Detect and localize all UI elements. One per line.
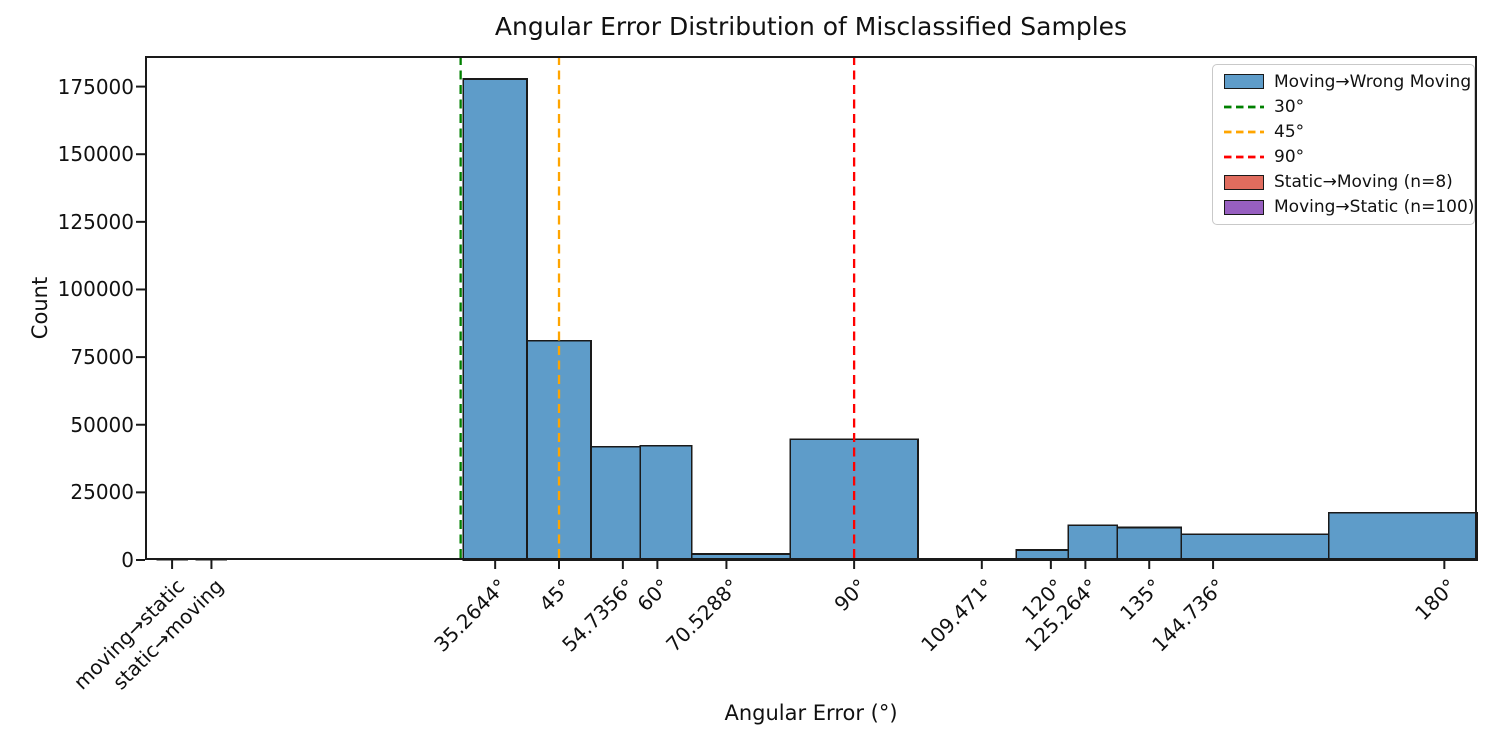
legend-label: 30° [1274,96,1305,117]
histogram-bar [1067,524,1119,561]
y-tick-label: 25000 [70,480,134,505]
x-tick-label: 180° [1410,574,1462,626]
legend-dashed-line-swatch [1224,105,1264,109]
x-tick-label: 45° [533,574,576,617]
x-tick-label: 109.471° [916,574,999,657]
legend-entry: Moving→Static (n=100) [1213,197,1474,217]
x-tick-label: 70.5288° [660,574,744,657]
y-tick-label: 150000 [57,142,134,167]
legend-patch-swatch [1224,74,1264,90]
legend-entry: 30° [1213,97,1474,117]
x-tick-label: 60° [632,574,675,617]
y-tick-label: 175000 [57,74,134,99]
legend-label: Moving→Wrong Moving [1274,71,1472,92]
legend-dashed-line-swatch [1224,155,1264,159]
histogram-bar [590,445,641,561]
histogram-bar [1180,533,1330,561]
x-tick-label: 135° [1115,574,1167,626]
legend-entry: 45° [1213,122,1474,142]
legend-entry: Moving→Wrong Moving [1213,72,1474,92]
plot-area [136,56,1478,569]
histogram-bar [1327,511,1478,561]
chart-title: Angular Error Distribution of Misclassif… [494,12,1128,41]
legend-label: 90° [1274,147,1305,168]
legend: Moving→Wrong Moving 30° 45° 90° Static→Movin… [1212,64,1475,225]
legend-label: Static→Moving (n=8) [1274,172,1453,193]
x-tick-label: 35.2644° [429,574,513,657]
legend-dashed-line-swatch [1224,130,1264,134]
histogram-bar [462,78,528,561]
y-tick-label: 0 [121,548,134,572]
x-axis-label: Angular Error (°) [724,701,898,725]
legend-patch-swatch [1224,199,1264,215]
legend-patch-swatch [1224,174,1264,190]
legend-entry: Static→Moving (n=8) [1213,172,1474,192]
x-tick-label: 90° [829,574,872,617]
histogram-bar [639,444,693,561]
y-tick-label: 100000 [57,277,134,302]
histogram-bar [1116,526,1183,561]
y-tick-label: 125000 [57,209,134,234]
legend-entry: 90° [1213,147,1474,167]
legend-label: Moving→Static (n=100) [1274,197,1475,218]
y-tick-label: 75000 [70,345,134,370]
legend-label: 45° [1274,121,1305,142]
y-tick-label: 50000 [70,412,134,437]
axes-spines [145,56,1477,560]
